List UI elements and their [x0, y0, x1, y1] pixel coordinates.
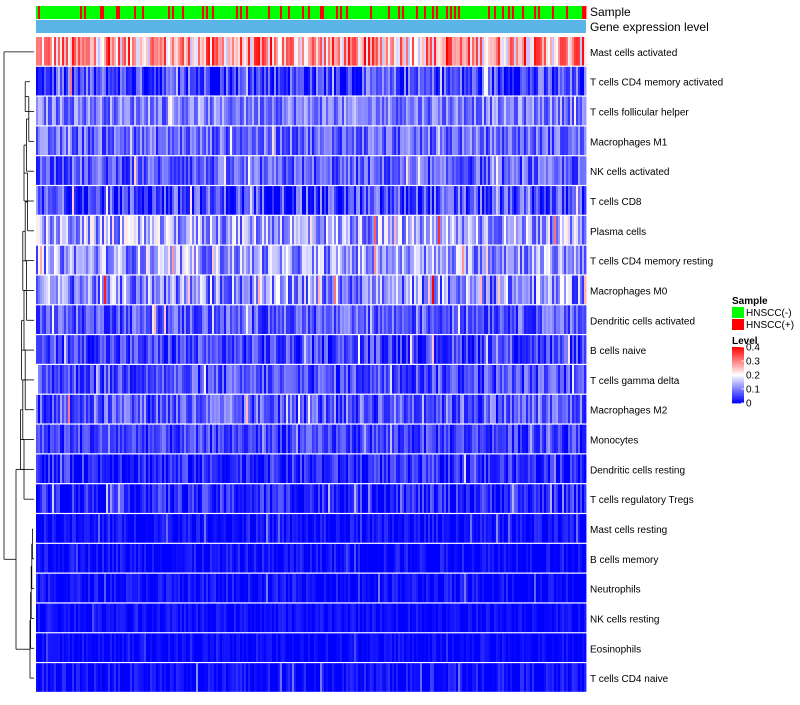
gene-expression-track	[36, 20, 586, 33]
heatmap-row	[36, 156, 586, 185]
heatmap-cell	[584, 67, 586, 96]
row-dendrogram	[4, 52, 34, 678]
heatmap-cell	[584, 454, 586, 483]
heatmap-row	[36, 186, 586, 215]
heatmap-row	[36, 454, 586, 483]
heatmap-cells	[36, 37, 586, 692]
sample-track-cell	[584, 6, 586, 19]
heatmap-row	[36, 365, 586, 394]
heatmap-row	[36, 276, 586, 305]
heatmap-row	[36, 425, 586, 454]
heatmap-row	[36, 484, 586, 513]
heatmap-row	[36, 97, 586, 126]
heatmap-cell	[584, 335, 586, 364]
sample-track	[36, 6, 586, 19]
heatmap-cell	[584, 37, 586, 66]
heatmap-cell	[584, 395, 586, 424]
heatmap-cell	[584, 216, 586, 245]
heatmap-cell	[584, 484, 586, 513]
heatmap-cell	[584, 365, 586, 394]
heatmap-row	[36, 126, 586, 155]
heatmap-cell	[584, 425, 586, 454]
heatmap-row	[36, 216, 586, 245]
heatmap-cell	[584, 126, 586, 155]
heatmap-row	[36, 335, 586, 364]
heatmap-cell	[584, 246, 586, 275]
heatmap-cell	[584, 186, 586, 215]
heatmap-row	[36, 305, 586, 334]
heatmap-cell	[584, 97, 586, 126]
annotation-tracks	[36, 6, 586, 33]
heatmap-row	[36, 246, 586, 275]
heatmap-cell	[584, 305, 586, 334]
heatmap-row	[36, 395, 586, 424]
heatmap-cell	[584, 276, 586, 305]
heatmap-cell	[584, 156, 586, 185]
heatmap-row	[36, 67, 586, 96]
heatmap-row	[36, 514, 586, 543]
heatmap-row	[36, 37, 586, 66]
